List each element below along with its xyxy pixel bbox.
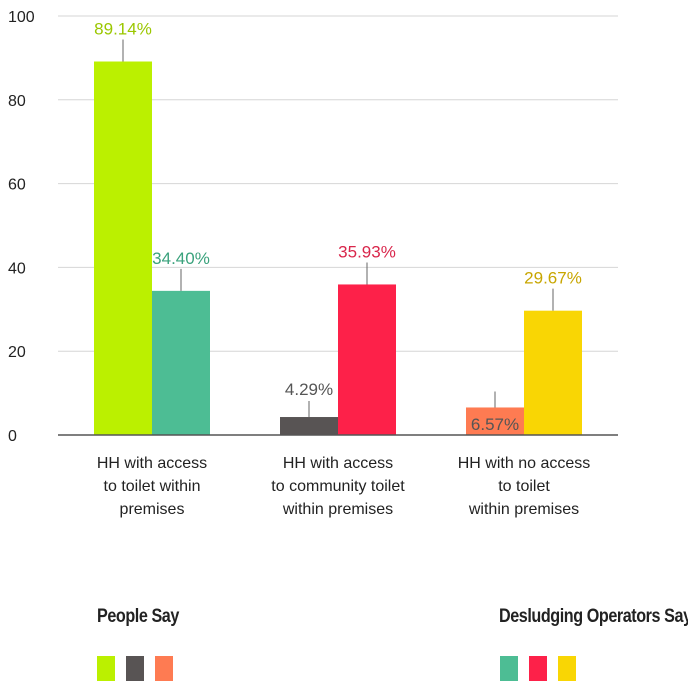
y-tick-label: 100 [8,9,35,26]
legend-swatch [558,656,576,681]
category-label: HH with access [283,455,393,472]
y-tick-label: 60 [8,177,26,194]
bar [466,407,524,435]
y-axis-ticks: 0 20 40 60 80 100 [8,9,35,445]
category-labels: HH with access to toilet within premises HH… [97,455,590,518]
legend-operators-swatches [500,656,576,681]
data-label: 4.29% [285,380,333,399]
data-label: 35.93% [338,242,396,261]
category-label: to toilet [498,478,550,495]
bar-chart: 0 20 40 60 80 100 89.14% 34.40% 4.29% 35.93% 6.57… [8,9,618,518]
data-label: 89.14% [94,20,152,39]
y-tick-label: 20 [8,344,26,361]
category-label: within premises [468,501,579,518]
legend-swatch [500,656,518,681]
y-tick-label: 80 [8,93,26,110]
y-tick-label: 40 [8,260,26,277]
bar [152,290,210,435]
category-label: within premises [282,501,393,518]
legend-title-people: People Say [97,606,179,627]
data-label: 6.57% [471,415,519,434]
bar [338,284,396,435]
y-tick-label: 0 [8,428,17,445]
data-label: 34.40% [152,249,210,268]
bar [94,61,152,436]
legend-people-swatches [97,656,173,681]
legend-swatch [529,656,547,681]
category-label: to toilet within [104,478,201,495]
bars [94,61,582,436]
legend-swatch [126,656,144,681]
legend-swatch [155,656,173,681]
category-label: to community toilet [271,478,405,495]
category-label: premises [120,501,185,518]
bar [524,310,582,435]
category-label: HH with access [97,455,207,472]
data-label: 29.67% [524,269,582,288]
legend-title-operators: Desludging Operators Say [499,606,688,627]
data-labels: 89.14% 34.40% 4.29% 35.93% 6.57% 29.67% [94,20,582,434]
bar [280,417,338,435]
category-label: HH with no access [458,455,591,472]
legend-swatch [97,656,115,681]
